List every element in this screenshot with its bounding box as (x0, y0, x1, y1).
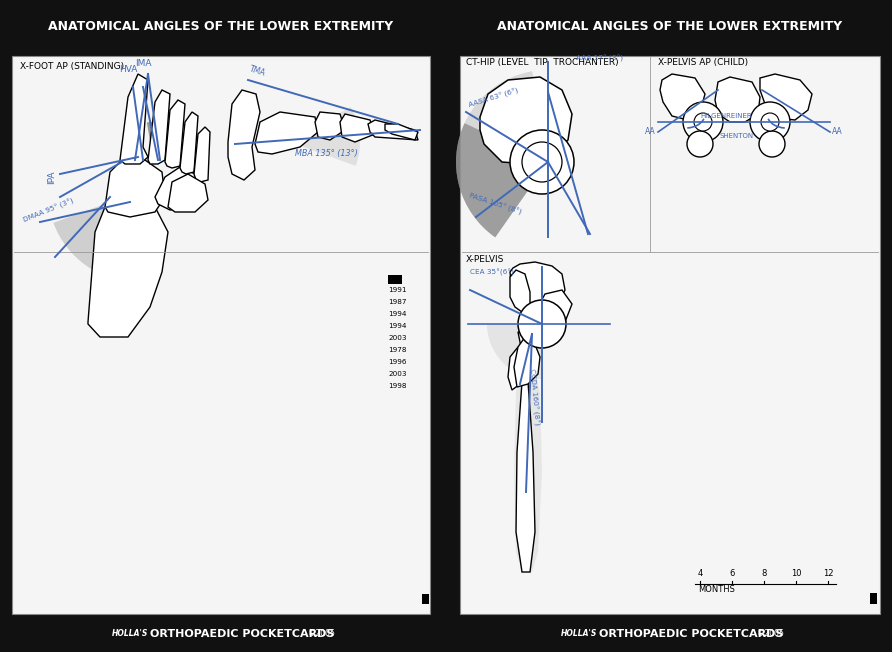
Polygon shape (660, 74, 705, 120)
Bar (872, 4, 888, 20)
Text: HVA: HVA (119, 65, 137, 74)
Wedge shape (290, 107, 360, 166)
Circle shape (683, 102, 723, 142)
Wedge shape (465, 72, 548, 162)
Polygon shape (480, 77, 572, 164)
Text: ©2005: ©2005 (308, 629, 334, 638)
Polygon shape (315, 112, 345, 140)
Text: 1987: 1987 (388, 299, 407, 305)
Polygon shape (120, 74, 148, 164)
Text: 1996: 1996 (388, 359, 407, 365)
Polygon shape (760, 74, 812, 120)
Polygon shape (165, 100, 185, 168)
Text: TMA: TMA (248, 65, 267, 78)
Text: HOLLA'S: HOLLA'S (112, 629, 148, 638)
Bar (870, 593, 877, 604)
Polygon shape (168, 174, 208, 212)
Text: CT-HIP (LEVEL  TIP  TROCHANTER): CT-HIP (LEVEL TIP TROCHANTER) (466, 57, 619, 67)
Polygon shape (715, 77, 760, 122)
Circle shape (510, 130, 574, 194)
Bar (388, 275, 402, 284)
Text: 1991: 1991 (388, 287, 407, 293)
Text: ANATOMICAL ANGLES OF THE LOWER EXTREMITY: ANATOMICAL ANGLES OF THE LOWER EXTREMITY (498, 20, 843, 33)
Polygon shape (510, 270, 530, 312)
Text: 2003: 2003 (388, 335, 407, 341)
Bar (422, 594, 429, 604)
Polygon shape (385, 124, 418, 140)
Text: MBA 135° (13°): MBA 135° (13°) (295, 149, 358, 158)
Polygon shape (88, 197, 168, 337)
Bar (4, 632, 20, 648)
Polygon shape (148, 90, 170, 164)
Text: 4: 4 (698, 569, 703, 578)
Circle shape (750, 102, 790, 142)
Text: CCDA 160° (8°): CCDA 160° (8°) (528, 368, 541, 426)
Bar (460, 56, 880, 614)
Text: SHENTON: SHENTON (720, 133, 754, 139)
Text: ©2005: ©2005 (757, 629, 784, 638)
Circle shape (687, 131, 713, 157)
Text: ORTHOPAEDIC POCKETCARDS: ORTHOPAEDIC POCKETCARDS (599, 629, 783, 639)
Wedge shape (456, 72, 548, 237)
Polygon shape (340, 114, 375, 142)
Wedge shape (700, 101, 722, 122)
Polygon shape (105, 157, 165, 217)
Text: 1978: 1978 (388, 347, 407, 353)
Polygon shape (535, 290, 572, 332)
Text: 2003: 2003 (388, 371, 407, 377)
Polygon shape (514, 327, 542, 572)
Text: AAA 17° (3°): AAA 17° (3°) (576, 54, 623, 61)
Bar (4, 4, 20, 20)
Bar (4, 4, 438, 648)
Polygon shape (516, 332, 535, 572)
Polygon shape (255, 112, 318, 154)
Text: 10: 10 (790, 569, 801, 578)
Polygon shape (228, 90, 260, 180)
Circle shape (761, 113, 779, 131)
Circle shape (518, 300, 566, 348)
Text: IMA: IMA (135, 59, 152, 68)
Text: AA: AA (645, 127, 656, 136)
Text: 8: 8 (761, 569, 767, 578)
Text: HILGENREINER: HILGENREINER (700, 113, 752, 119)
Circle shape (694, 113, 712, 131)
Bar (12, 56, 430, 614)
Text: CEA 35°(6°): CEA 35°(6°) (470, 268, 514, 276)
Polygon shape (180, 112, 198, 174)
Wedge shape (147, 122, 171, 152)
Text: 12: 12 (822, 569, 833, 578)
Polygon shape (368, 120, 418, 140)
Text: 1998: 1998 (388, 383, 407, 389)
Text: X-FOOT AP (STANDING): X-FOOT AP (STANDING) (20, 61, 124, 70)
Text: ORTHOPAEDIC POCKETCARDS: ORTHOPAEDIC POCKETCARDS (150, 629, 334, 639)
Bar (872, 632, 888, 648)
Text: HOLLA'S: HOLLA'S (561, 629, 597, 638)
Text: DMAA 95° (3°): DMAA 95° (3°) (22, 197, 74, 224)
Text: AASA 63° (6°): AASA 63° (6°) (468, 87, 519, 108)
Circle shape (759, 131, 785, 157)
Bar (452, 4, 888, 648)
Wedge shape (456, 123, 548, 237)
Wedge shape (153, 112, 182, 150)
Polygon shape (514, 337, 540, 387)
Polygon shape (510, 262, 565, 314)
Text: 1994: 1994 (388, 323, 407, 329)
Text: X-PELVIS AP (CHILD): X-PELVIS AP (CHILD) (658, 57, 748, 67)
Text: 1994: 1994 (388, 311, 407, 317)
Polygon shape (194, 127, 210, 182)
Text: IPA: IPA (47, 171, 56, 184)
Wedge shape (106, 177, 143, 232)
Wedge shape (54, 192, 138, 282)
Text: PASA 105° (8°): PASA 105° (8°) (468, 192, 523, 216)
Wedge shape (487, 324, 542, 379)
Polygon shape (508, 347, 522, 390)
Text: AA: AA (832, 127, 843, 136)
Text: X-PELVIS: X-PELVIS (466, 254, 504, 263)
Text: 6: 6 (730, 569, 735, 578)
Circle shape (522, 142, 562, 182)
Text: ANATOMICAL ANGLES OF THE LOWER EXTREMITY: ANATOMICAL ANGLES OF THE LOWER EXTREMITY (48, 20, 393, 33)
Text: MONTHS: MONTHS (698, 585, 735, 594)
Polygon shape (155, 167, 200, 210)
